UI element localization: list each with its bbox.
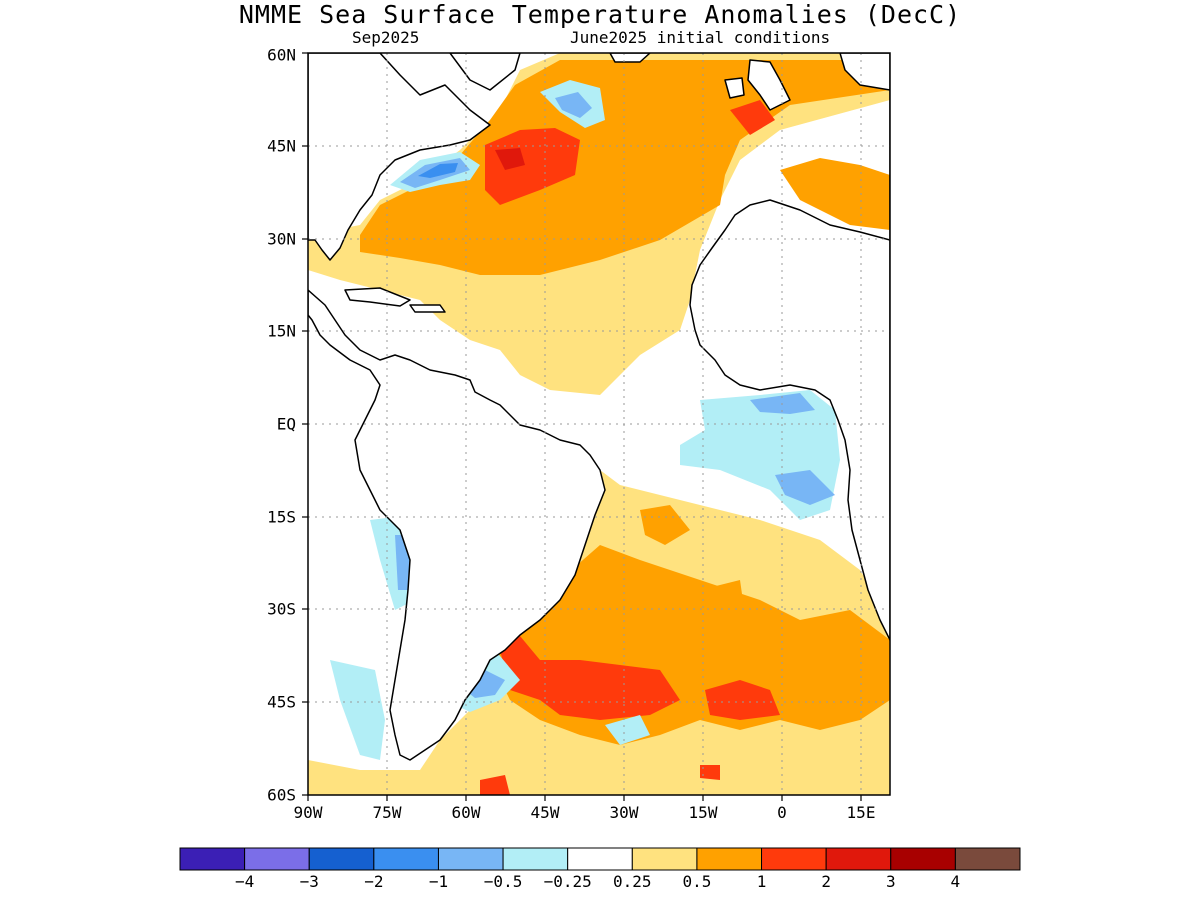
lat-label-15n: 15N (267, 321, 296, 341)
lon-label-15w: 15W (688, 803, 718, 822)
colorbar-swatch (179, 847, 246, 871)
colorbar-label: −1 (428, 872, 449, 891)
forecast-month-label: Sep2025 (352, 28, 420, 47)
north-america-landmass (308, 53, 491, 261)
colorbar-label: −0.5 (483, 872, 523, 891)
colorbar-label: 0.5 (682, 872, 712, 891)
europe-africa-landmass (689, 53, 890, 641)
colorbar-swatch (890, 847, 956, 871)
initial-conditions-label: June2025 initial conditions (570, 28, 831, 47)
colorbar-label: −0.25 (543, 872, 592, 891)
map-title: NMME Sea Surface Temperature Anomalies (… (238, 0, 962, 29)
colorbar-label: −2 (364, 872, 384, 891)
lon-label-60w: 60W (451, 803, 481, 822)
colorbar-swatch (308, 847, 375, 871)
coastlines (308, 53, 890, 761)
colorbar-swatch (825, 847, 892, 871)
axis-ticks (302, 52, 862, 801)
lat-label-45n: 45N (267, 136, 296, 156)
colorbar-swatch (437, 847, 504, 871)
colorbar-label: −4 (234, 872, 255, 891)
colorbar-swatch (631, 847, 698, 871)
lat-label-60s: 60S (267, 785, 296, 805)
colorbar-swatch (373, 847, 439, 871)
lon-label-90w: 90W (293, 803, 323, 822)
graticule (308, 53, 890, 795)
colorbar-label: 4 (950, 872, 961, 891)
colorbar-label: 2 (821, 872, 831, 891)
colorbar-label: 3 (885, 872, 896, 891)
lon-label-30w: 30W (609, 803, 639, 822)
lat-label-30n: 30N (267, 229, 296, 249)
lon-label-0: 0 (777, 803, 787, 822)
colorbar-swatch (244, 847, 310, 871)
colorbar-swatch (761, 847, 827, 871)
lat-label-15s: 15S (267, 507, 296, 527)
colorbar-swatch (567, 847, 633, 871)
colorbar-label: 0.25 (613, 872, 652, 891)
lat-label-30s: 30S (267, 599, 296, 619)
colorbar-swatch (502, 847, 569, 871)
colorbar-swatch (954, 847, 1021, 871)
anomaly-field (308, 53, 890, 795)
colorbar-label: −3 (299, 872, 319, 891)
colorbar-label: 1 (756, 872, 767, 891)
lat-label-45s: 45S (267, 692, 296, 712)
colorbar (179, 847, 1021, 871)
lat-label-60n: 60N (267, 45, 296, 65)
colorbar-swatch (696, 847, 763, 871)
lon-label-75w: 75W (372, 803, 402, 822)
lon-label-45w: 45W (530, 803, 560, 822)
anomaly-region-gulf-stream-3 (495, 148, 525, 170)
anomaly-region-gulf-stream-2 (485, 128, 580, 205)
lat-label-eq: EQ (276, 414, 296, 434)
lon-label-15e: 15E (846, 803, 876, 822)
